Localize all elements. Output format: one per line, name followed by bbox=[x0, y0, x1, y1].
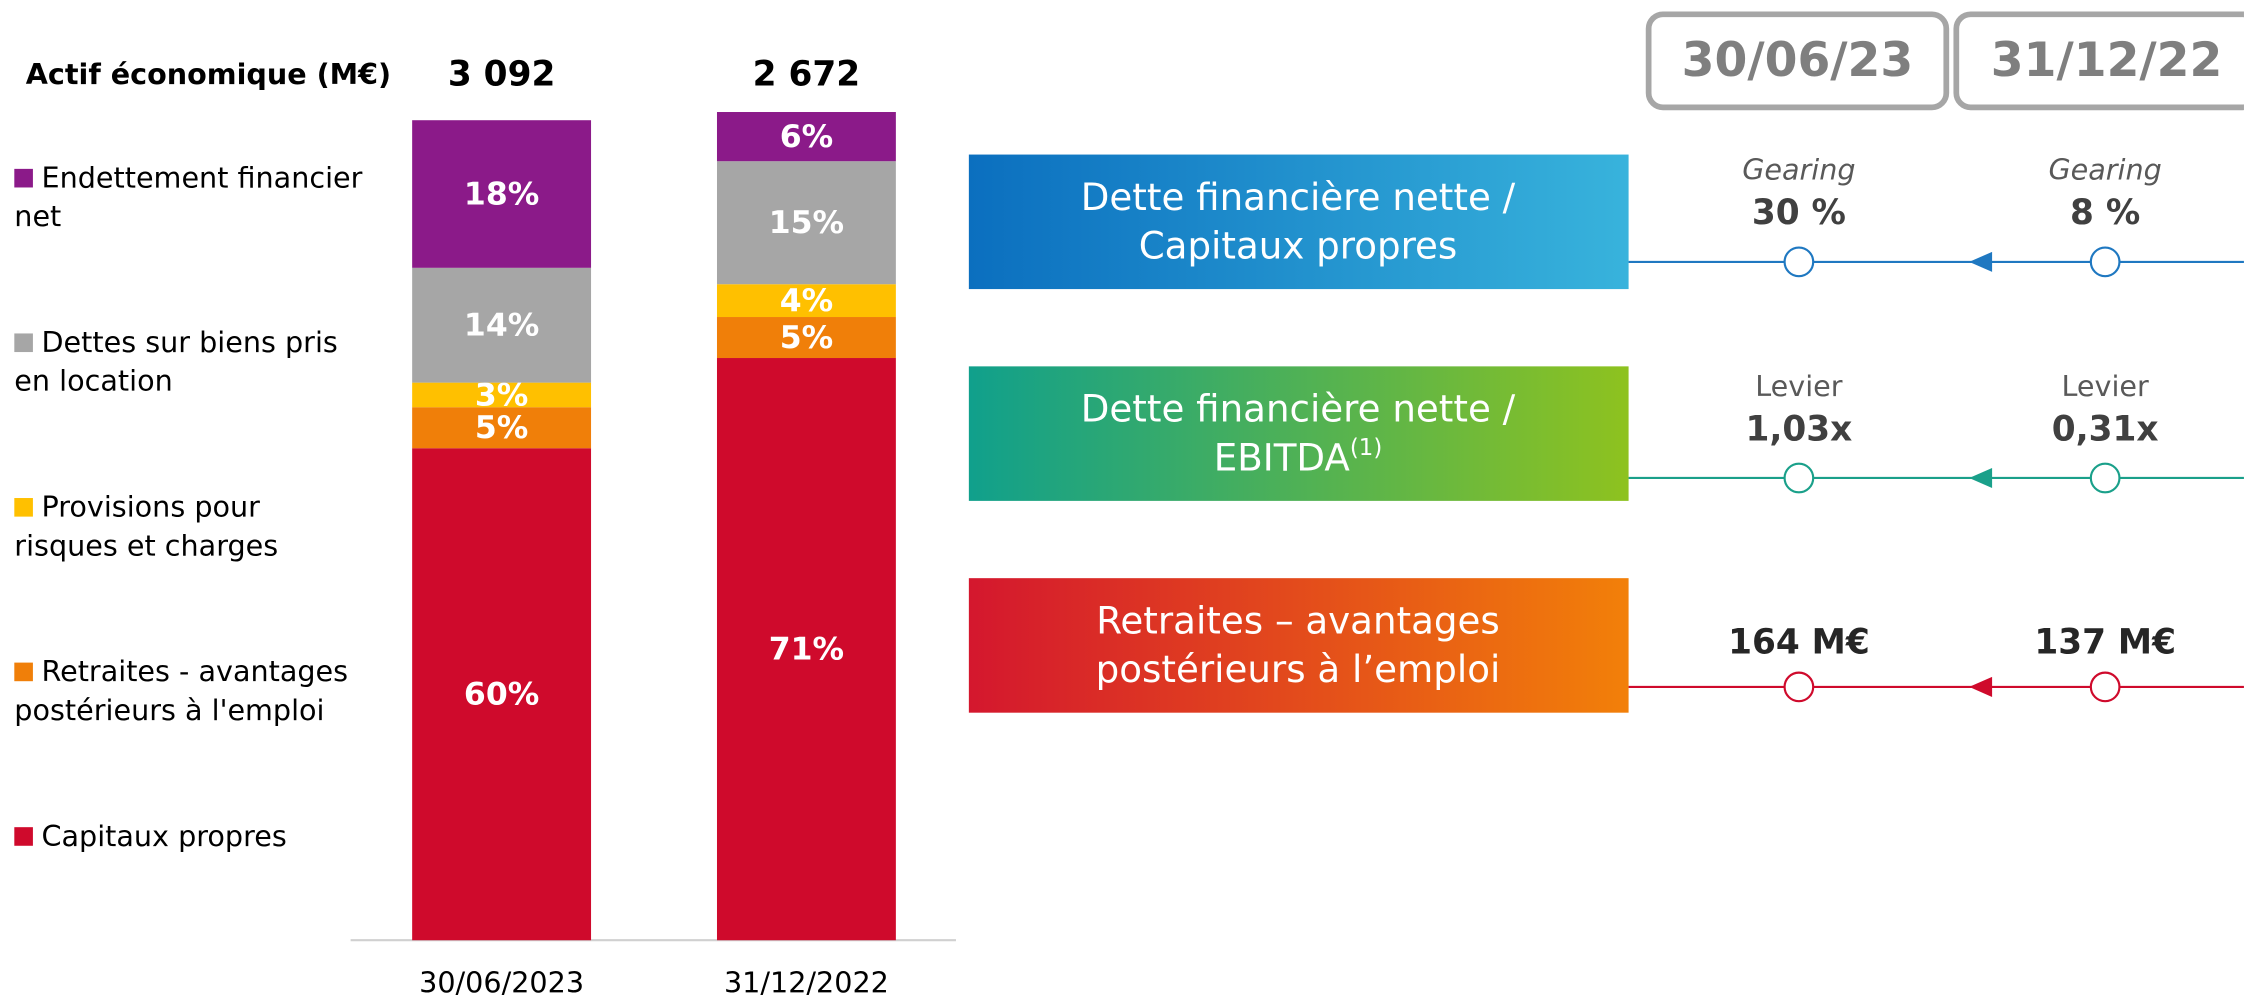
node bbox=[1783, 246, 1815, 278]
metric-value: 137 M€ bbox=[2034, 622, 2176, 662]
node bbox=[2089, 246, 2121, 278]
ratio-box bbox=[968, 154, 1629, 290]
legend-label: Endettement financier net bbox=[14, 160, 363, 234]
node bbox=[2089, 462, 2121, 494]
legend-swatch bbox=[14, 333, 33, 353]
ratio-label-line: Capitaux propres bbox=[1139, 223, 1458, 267]
ratio-label: Dette financière nette / Capitaux propres bbox=[1081, 174, 1516, 267]
legend-item: Endettement financier net bbox=[14, 159, 372, 236]
data-label: 5% bbox=[780, 320, 833, 356]
ratio-box bbox=[968, 578, 1629, 713]
arrow bbox=[1969, 676, 1993, 697]
bar-segment bbox=[716, 284, 896, 318]
legend-swatch bbox=[14, 168, 33, 188]
bar-segment bbox=[412, 448, 592, 941]
metric-value: 1,03x bbox=[1745, 409, 1852, 449]
ratio-label-line: postérieurs à l’emploi bbox=[1096, 647, 1501, 691]
ratio-box bbox=[968, 366, 1629, 501]
date-box bbox=[1645, 11, 1950, 111]
metric-value: 0,31x bbox=[2052, 409, 2159, 449]
arrow bbox=[1969, 251, 1993, 272]
legend-label: Dettes sur biens pris en location bbox=[14, 324, 338, 398]
legend-item: Dettes sur biens pris en location bbox=[14, 323, 372, 400]
metric-name: Levier bbox=[1755, 369, 1843, 403]
ratio-label: Retraites – avantages postérieurs à l’emp… bbox=[1096, 598, 1501, 691]
bar-segment bbox=[412, 267, 592, 383]
data-label: 4% bbox=[780, 283, 833, 319]
legend-item: Capitaux propres bbox=[14, 817, 372, 856]
bar-total: 3 092 bbox=[448, 54, 556, 94]
data-label: 60% bbox=[464, 677, 539, 713]
legend-label: Retraites - avantages postérieurs à l'em… bbox=[14, 654, 349, 727]
legend-swatch bbox=[14, 827, 33, 846]
arrow bbox=[1969, 467, 1993, 489]
ratio-label-line: Retraites – avantages bbox=[1096, 598, 1500, 642]
footnote-ref: (1) bbox=[1350, 434, 1382, 460]
data-label: 18% bbox=[464, 176, 539, 212]
metric-name: Gearing bbox=[1742, 153, 1855, 187]
metric-value: 30 % bbox=[1752, 193, 1846, 233]
data-label: 6% bbox=[780, 119, 833, 155]
legend-label: Capitaux propres bbox=[41, 818, 287, 853]
legend-swatch bbox=[14, 498, 33, 517]
node bbox=[1783, 671, 1815, 703]
bar-segment bbox=[716, 317, 896, 359]
ratio-label-line: Dette financière nette / bbox=[1081, 386, 1516, 430]
date-box bbox=[1953, 11, 2244, 111]
date-header: 30/06/23 bbox=[1682, 33, 1914, 88]
data-label: 3% bbox=[475, 377, 528, 413]
bar-segment bbox=[412, 120, 592, 268]
metric-name: Gearing bbox=[2048, 153, 2161, 187]
bar-segment bbox=[716, 112, 896, 162]
date-header: 31/12/22 bbox=[1991, 33, 2223, 88]
data-label: 15% bbox=[769, 205, 844, 241]
metric-value: 8 % bbox=[2070, 193, 2140, 233]
x-tick-label: 31/12/2022 bbox=[724, 966, 889, 999]
bar-segment bbox=[412, 382, 592, 408]
legend-swatch bbox=[14, 662, 33, 682]
ratio-label-line: EBITDA bbox=[1214, 435, 1351, 479]
bar-segment bbox=[716, 358, 896, 941]
x-tick-label: 30/06/2023 bbox=[419, 966, 584, 999]
data-label: 71% bbox=[769, 632, 844, 668]
metric-value: 164 M€ bbox=[1728, 622, 1870, 662]
legend-item: Provisions pour risques et charges bbox=[14, 488, 372, 565]
metric-name: Levier bbox=[2062, 369, 2150, 403]
node bbox=[1783, 462, 1815, 494]
ratio-label: Dette financière nette / EBITDA(1) bbox=[1081, 386, 1516, 479]
bar-segment bbox=[716, 161, 896, 285]
ratio-label-line: Dette financière nette / bbox=[1081, 174, 1516, 218]
data-label: 14% bbox=[464, 308, 539, 344]
bar-total: 2 672 bbox=[753, 54, 861, 94]
legend-label: Provisions pour risques et charges bbox=[14, 489, 279, 563]
chart-title: Actif économique (M€) bbox=[26, 57, 391, 91]
bar-segment bbox=[412, 407, 592, 449]
legend-item: Retraites - avantages postérieurs à l'em… bbox=[14, 653, 372, 730]
data-label: 5% bbox=[475, 410, 528, 446]
node bbox=[2089, 671, 2121, 703]
